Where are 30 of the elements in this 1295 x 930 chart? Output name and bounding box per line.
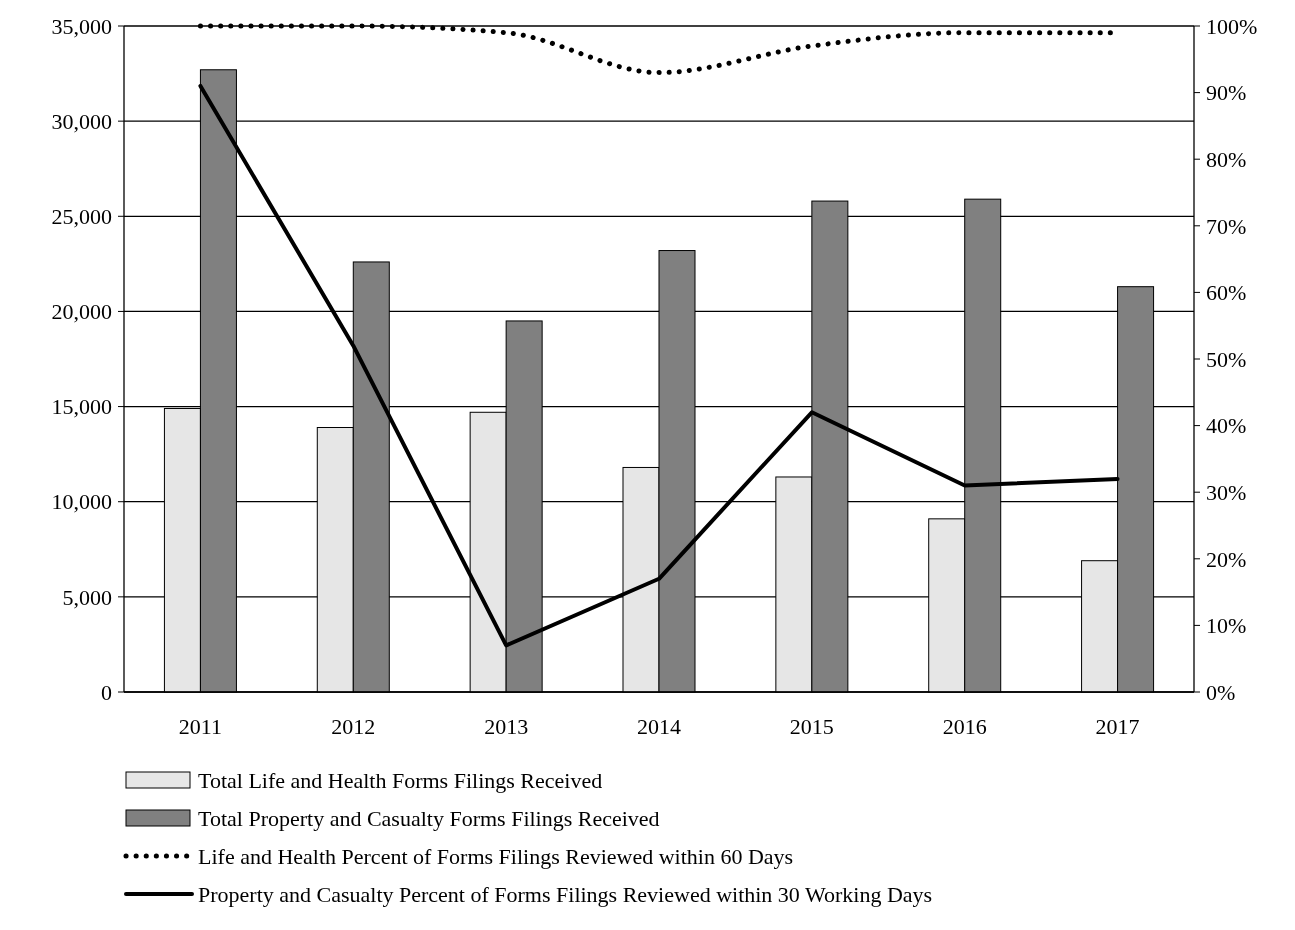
y2-tick-label: 10%	[1206, 613, 1247, 639]
x-tick-label: 2012	[331, 714, 376, 739]
y-tick-label: 25,000	[51, 203, 112, 229]
legend-label: Total Property and Casualty Forms Filings Received	[198, 805, 660, 831]
y2-tick-label: 70%	[1206, 213, 1247, 239]
y2-tick-label: 90%	[1206, 80, 1247, 106]
y-tick-label: 15,000	[51, 394, 112, 420]
legend-label: Total Life and Health Forms Filings Received	[198, 767, 603, 793]
y2-tick-label: 60%	[1206, 280, 1247, 306]
y-tick-label: 5,000	[62, 584, 112, 610]
y2-tick-label: 50%	[1206, 346, 1247, 372]
legend-label: Property and Casualty Percent of Forms Filings Reviewed within 30 Working Days	[198, 881, 933, 907]
x-tick-label: 2011	[178, 714, 223, 739]
y-tick-label: 10,000	[51, 489, 112, 515]
y2-tick-label: 0%	[1206, 679, 1236, 705]
y-tick-label: 20,000	[51, 299, 112, 325]
y2-tick-label: 40%	[1206, 413, 1247, 439]
y2-tick-label: 30%	[1206, 479, 1247, 505]
y-tick-label: 0	[101, 679, 112, 705]
y-tick-label: 35,000	[51, 13, 112, 39]
x-tick-label: 2014	[637, 714, 681, 739]
x-tick-label: 2013	[484, 714, 529, 739]
y2-tick-label: 80%	[1206, 146, 1247, 172]
legend-label: Life and Health Percent of Forms Filings Reviewed within 60 Days	[198, 843, 794, 869]
y2-tick-label: 20%	[1206, 546, 1247, 572]
x-tick-label: 2016	[942, 714, 987, 739]
y2-tick-label: 100%	[1206, 13, 1258, 39]
x-tick-label: 2015	[789, 714, 834, 739]
y-tick-label: 30,000	[51, 108, 112, 134]
x-tick-label: 2017	[1095, 714, 1140, 739]
